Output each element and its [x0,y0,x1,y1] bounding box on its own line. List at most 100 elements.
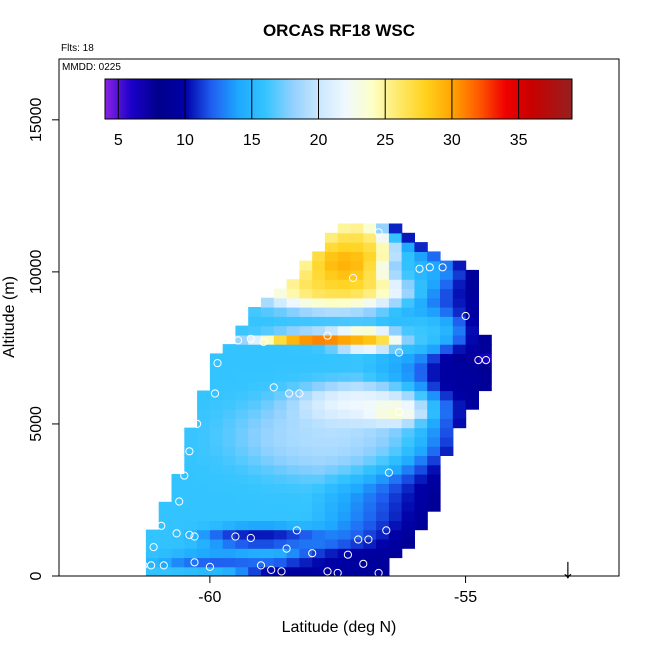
heatmap-cell [337,353,352,364]
flight-point [364,535,373,544]
heatmap-cell [363,316,377,327]
heatmap-cell [337,316,352,327]
heatmap-cell [350,557,364,568]
heatmap-cell [465,288,479,299]
heatmap-cell [452,344,467,354]
heatmap-cell [286,474,300,484]
heatmap-cell [235,362,249,373]
heatmap-cell [286,399,300,410]
heatmap-cell [273,446,288,456]
heatmap-cell [440,307,454,317]
heatmap-cell [273,436,288,447]
heatmap-cell [401,362,415,373]
flight-point [395,348,404,357]
heatmap-cell [401,269,415,280]
flight-point [277,567,286,576]
heatmap-cell [261,446,275,456]
heatmap-cell [376,436,390,447]
heatmap-cell [248,436,262,447]
heatmap-cell [363,381,377,392]
heatmap-cell [478,344,492,354]
heatmap-cell [324,260,339,271]
heatmap-cell [273,334,288,345]
flight-point [384,468,393,477]
heatmap-cell [414,269,428,280]
heatmap-cell [401,344,415,354]
heatmap-cell [197,520,211,531]
heatmap-cell [465,353,479,364]
heatmap-cell [414,390,428,401]
heatmap-cell [299,316,313,327]
heatmap-cell [299,362,313,373]
flight-point [256,561,266,570]
heatmap-cell [414,492,428,503]
heatmap-cell [197,501,211,512]
heatmap-cell [414,474,428,484]
heatmap-cell [350,548,364,559]
heatmap-cell [363,436,377,447]
heatmap-cell [350,297,364,308]
heatmap-cell [312,511,326,521]
heatmap-cell [261,557,275,568]
heatmap-cell [286,557,300,568]
heatmap-cell [209,464,224,475]
flight-point [349,273,358,283]
heatmap-cell [248,307,262,317]
heatmap-cell [388,260,403,271]
heatmap-cell [273,344,288,354]
heatmap-cell [209,548,224,559]
heatmap-cell [209,474,224,484]
heatmap-cell [222,381,237,392]
heatmap-cell [452,316,467,327]
heatmap-cell [401,501,415,512]
heatmap-cell [440,427,454,438]
heatmap-cell [452,260,467,271]
heatmap-cell [401,427,415,438]
heatmap-cell [299,260,313,271]
heatmap-cell [414,242,428,252]
heatmap-cell [248,511,262,521]
heatmap-cell [350,501,364,512]
heatmap-cell [286,492,300,503]
heatmap-cell [350,260,364,271]
heatmap-cell [388,446,403,456]
heatmap-cell [171,538,185,549]
heatmap-cell [171,557,185,568]
heatmap-cell [452,409,467,419]
heatmap-cell [222,464,237,475]
heatmap-cell [465,399,479,410]
heatmap-cell [440,418,454,429]
heatmap-cell [299,279,313,290]
heatmap-cell [158,520,173,531]
heatmap-cell [261,520,275,531]
y-tick-label: 5000 [28,406,45,442]
heatmap-cell [312,390,326,401]
heatmap-cell [273,390,288,401]
heatmap-cell [222,529,237,540]
heatmap-cell [388,455,403,466]
heatmap-cell [261,409,275,419]
heatmap-cell [401,446,415,456]
heatmap-cell [299,464,313,475]
heatmap-cell [363,390,377,401]
colorbar-tick-label: 30 [443,132,461,149]
heatmap-cell [261,297,275,308]
heatmap-cell [209,455,224,466]
heatmap-cell [388,353,403,364]
heatmap-cell [414,288,428,299]
flight-point [333,568,342,576]
flight-point [285,389,294,398]
heatmap-cell [376,501,390,512]
heatmap-cell [222,446,237,456]
heatmap-cell [376,334,390,345]
heatmap-cell [350,511,364,521]
flight-point [157,521,166,530]
heatmap-cell [299,297,313,308]
heatmap-cell [286,390,300,401]
heatmap-cell [440,316,454,327]
heatmap-cell [452,353,467,364]
heatmap-cell [312,427,326,438]
heatmap-cell [261,501,275,512]
heatmap-cell [427,362,441,373]
heatmap-cell [222,511,237,521]
